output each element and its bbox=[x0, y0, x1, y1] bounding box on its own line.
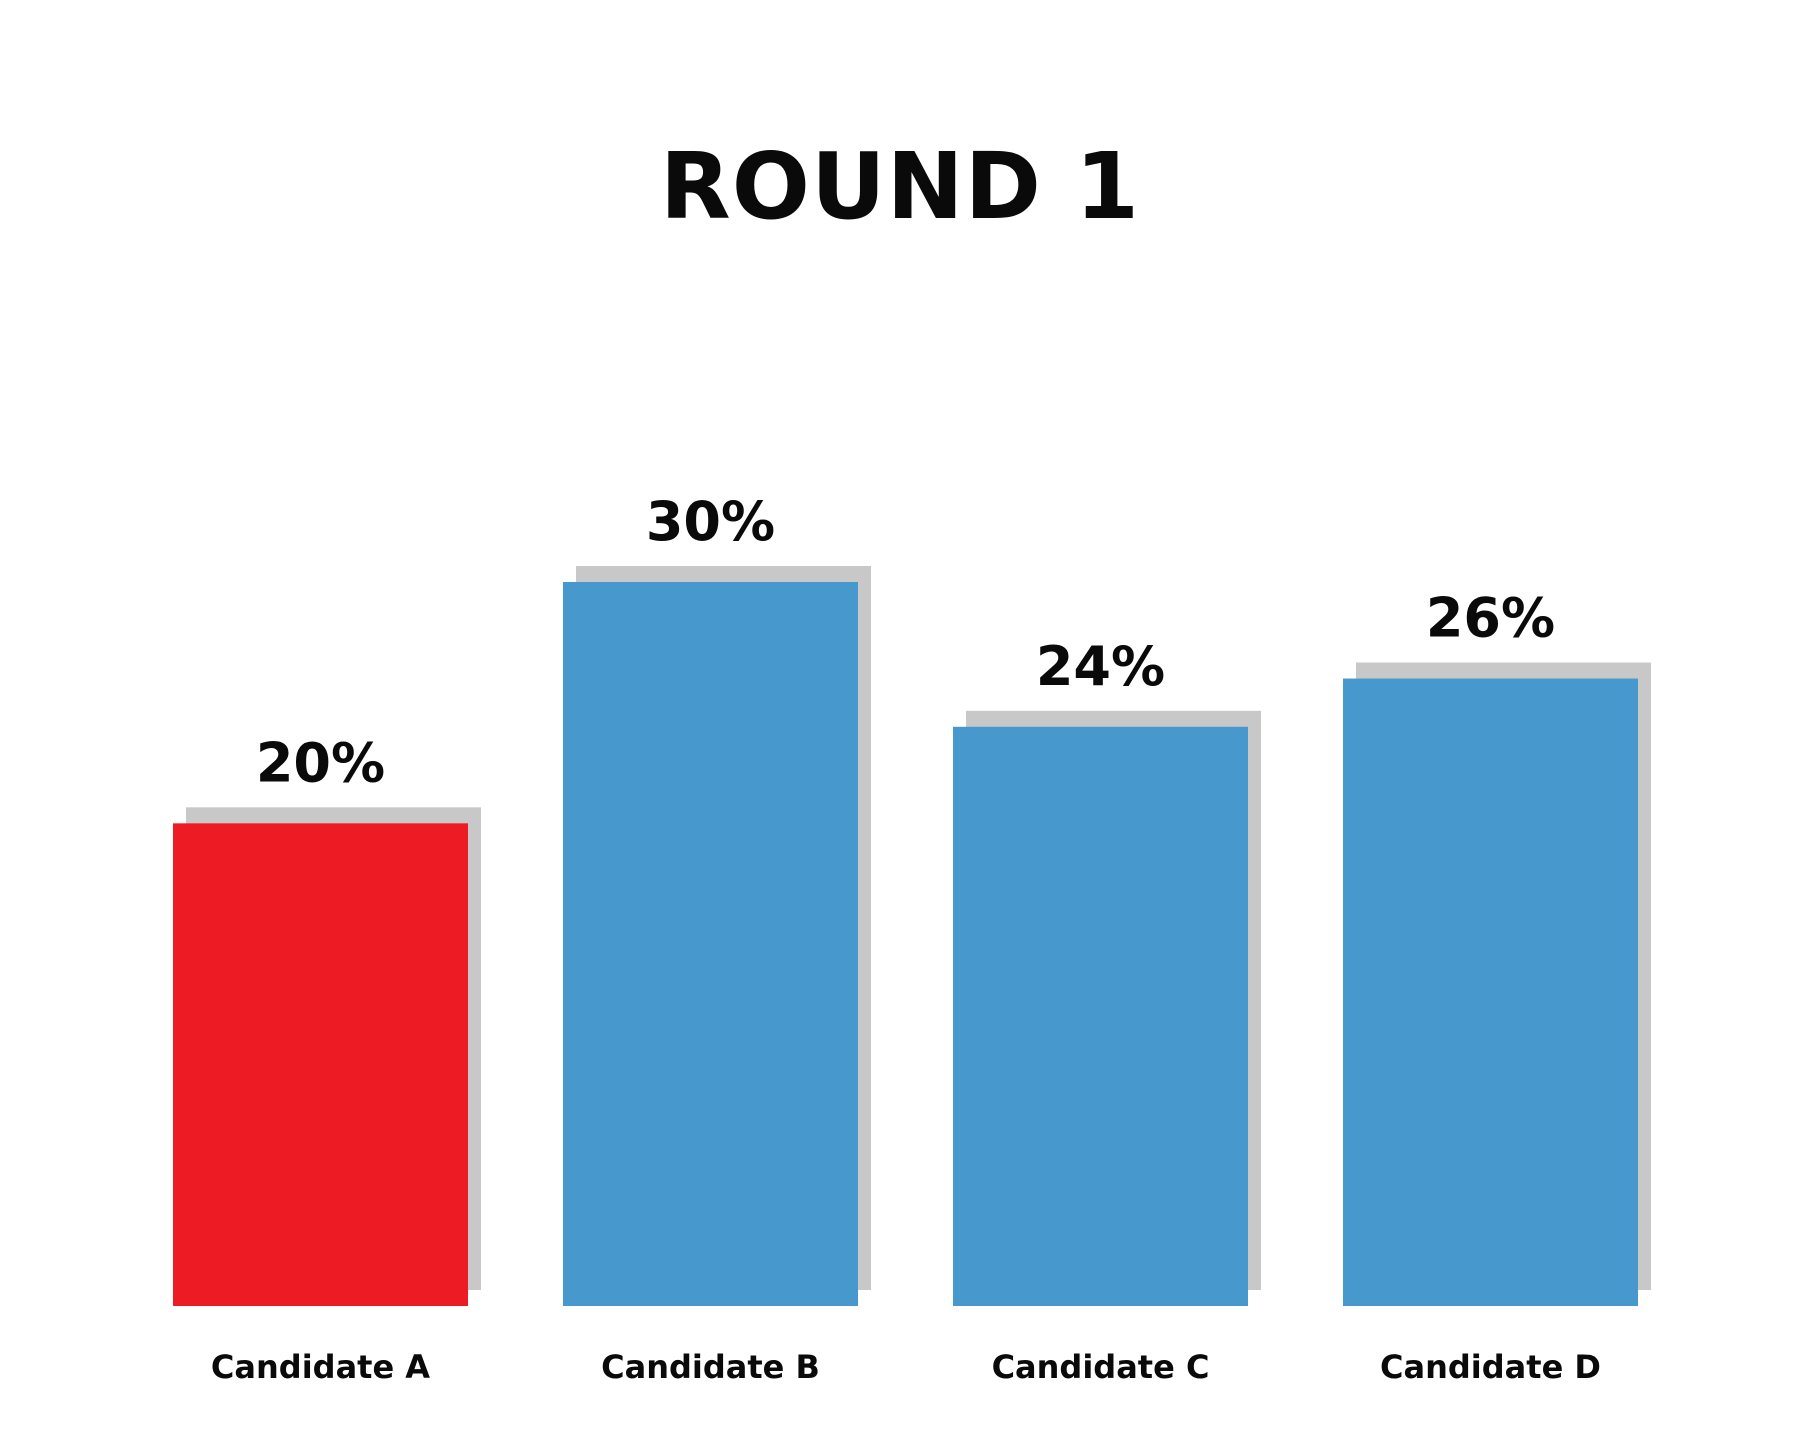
bars bbox=[173, 582, 1638, 1306]
chart-title: ROUND 1 bbox=[659, 133, 1141, 240]
bar-candidate-c bbox=[953, 726, 1248, 1306]
value-label-candidate-a: 20% bbox=[256, 731, 385, 794]
category-label-candidate-c: Candidate C bbox=[992, 1348, 1210, 1386]
value-labels: 20% 30% 24% 26% bbox=[256, 490, 1555, 794]
category-label-candidate-b: Candidate B bbox=[601, 1348, 820, 1386]
value-label-candidate-b: 30% bbox=[646, 490, 775, 553]
category-labels: Candidate A Candidate B Candidate C Candida… bbox=[211, 1348, 1601, 1386]
value-label-candidate-d: 26% bbox=[1426, 587, 1555, 650]
bar-candidate-d bbox=[1343, 678, 1638, 1306]
category-label-candidate-d: Candidate D bbox=[1380, 1348, 1601, 1386]
bar-candidate-a bbox=[173, 823, 468, 1306]
value-label-candidate-c: 24% bbox=[1036, 635, 1165, 698]
category-label-candidate-a: Candidate A bbox=[211, 1348, 430, 1386]
bar-candidate-b bbox=[563, 582, 858, 1306]
